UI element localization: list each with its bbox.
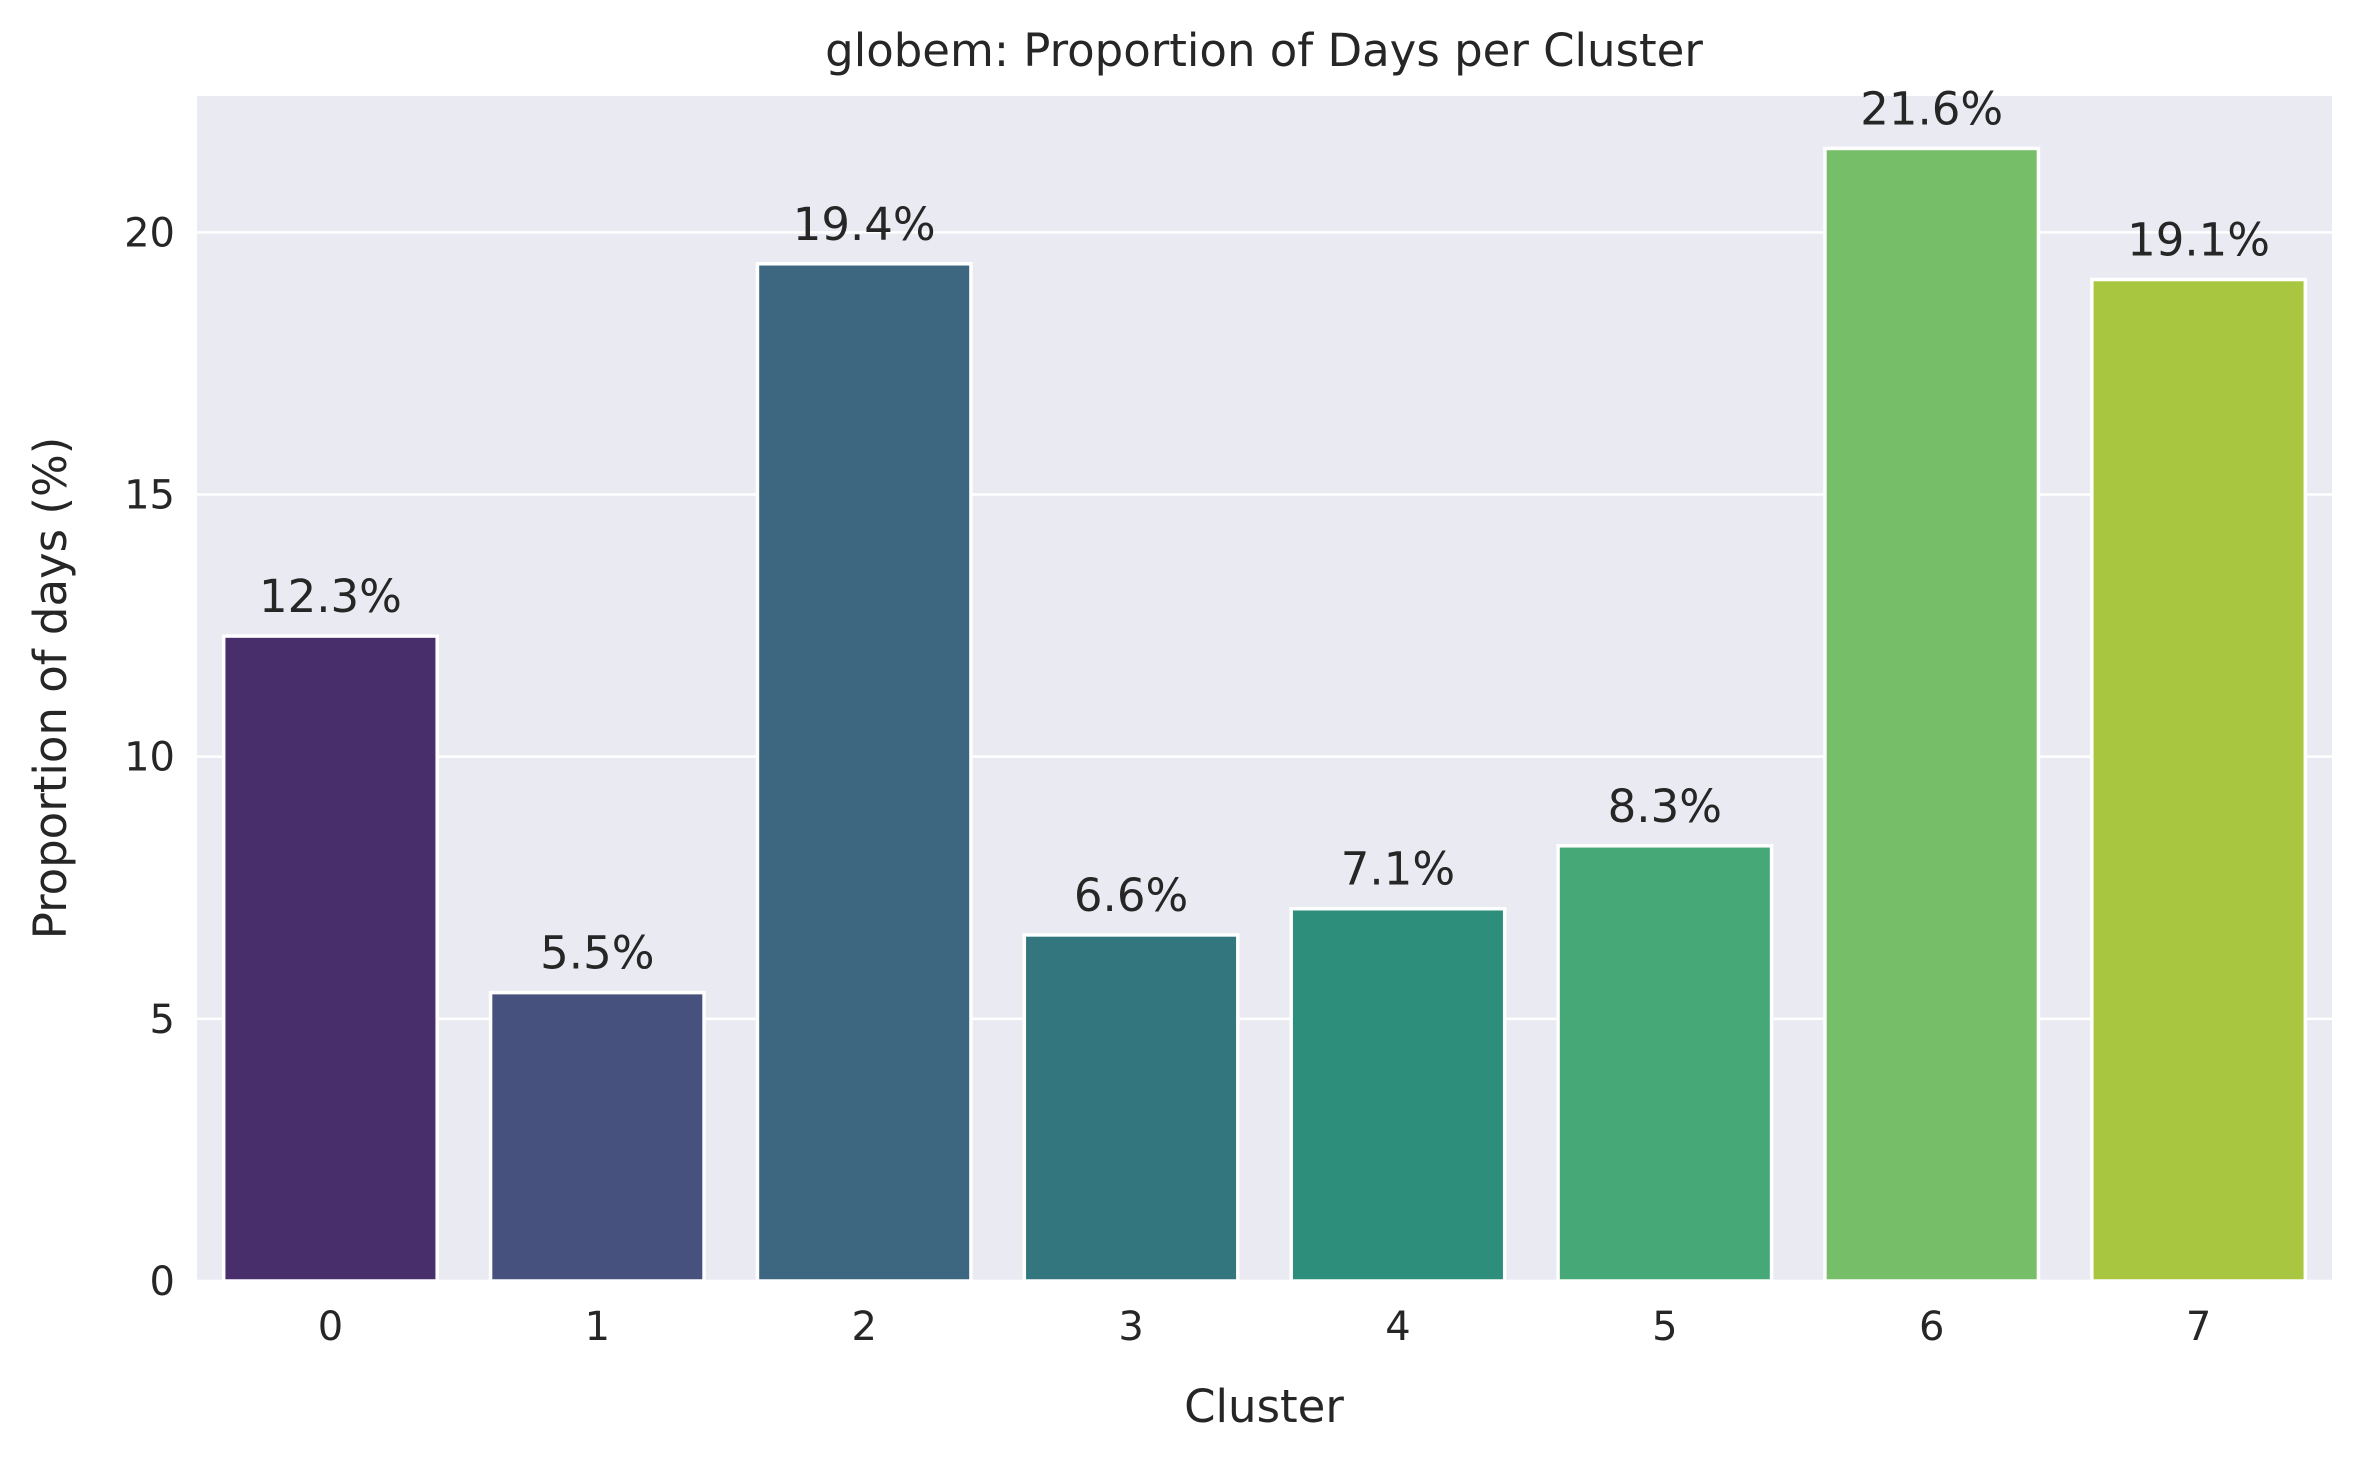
- data-labels: 12.3% 5.5% 19.4% 6.6% 7.1% 8.3% 21.6% 19.1%: [259, 82, 2270, 979]
- bar-cluster-5: [1556, 844, 1774, 1283]
- y-tick-labels: 0 5 10 15 20: [124, 210, 175, 1305]
- bar-value-label: 5.5%: [540, 927, 654, 980]
- bar-value-label: 12.3%: [259, 570, 402, 623]
- x-tick-label: 7: [2186, 1304, 2211, 1350]
- x-tick-labels: 0 1 2 3 4 5 6 7: [318, 1304, 2212, 1350]
- x-tick-label: 2: [851, 1304, 876, 1350]
- bar-value-label: 19.1%: [2127, 214, 2270, 267]
- bar-cluster-7: [2090, 277, 2308, 1283]
- bar-cluster-4: [1289, 906, 1507, 1283]
- y-tick-label: 20: [124, 210, 175, 256]
- bar-cluster-1: [488, 990, 706, 1283]
- y-axis-label: Proportion of days (%): [24, 437, 77, 940]
- bar-value-label: 6.6%: [1074, 869, 1188, 922]
- x-tick-label: 3: [1118, 1304, 1143, 1350]
- y-tick-label: 10: [124, 735, 175, 781]
- y-tick-label: 5: [150, 997, 175, 1043]
- bar-value-label: 19.4%: [793, 198, 936, 251]
- x-tick-label: 4: [1385, 1304, 1410, 1350]
- bar-cluster-3: [1022, 933, 1240, 1283]
- bars: [221, 146, 2308, 1283]
- y-tick-label: 0: [150, 1259, 175, 1305]
- bar-cluster-6: [1823, 146, 2041, 1283]
- bar-value-label: 7.1%: [1341, 843, 1455, 896]
- x-axis-label: Cluster: [1184, 1380, 1344, 1433]
- chart-title: globem: Proportion of Days per Cluster: [825, 24, 1703, 77]
- x-tick-label: 0: [318, 1304, 343, 1350]
- bar-cluster-2: [755, 262, 973, 1283]
- x-tick-label: 5: [1652, 1304, 1677, 1350]
- y-tick-label: 15: [124, 472, 175, 518]
- bar-cluster-0: [221, 634, 439, 1283]
- bar-value-label: 21.6%: [1860, 82, 2003, 135]
- x-tick-label: 1: [585, 1304, 610, 1350]
- bar-value-label: 8.3%: [1608, 780, 1722, 833]
- x-tick-label: 6: [1919, 1304, 1944, 1350]
